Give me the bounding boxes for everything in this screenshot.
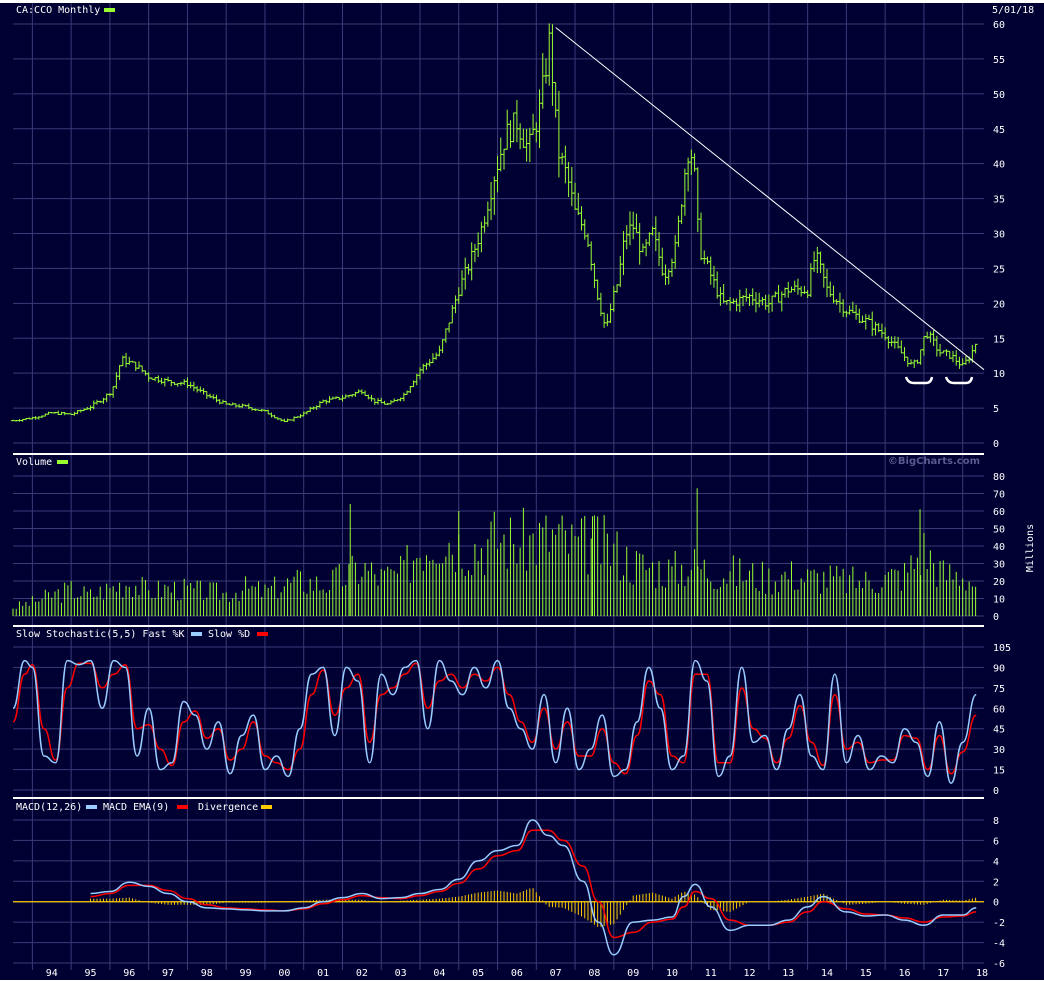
volume-bars	[12, 488, 977, 616]
macd-ema-legend-swatch	[177, 805, 188, 809]
y-tick-label: -6	[993, 959, 1005, 970]
watermark: ©BigCharts.com	[888, 456, 980, 467]
y-tick-label: 5	[993, 404, 999, 415]
right-axis-strip	[984, 3, 1044, 980]
x-tick-label: 99	[240, 968, 252, 979]
y-tick-label: 10	[993, 369, 1005, 380]
low-bracket-2017	[944, 376, 974, 385]
symbol-label: CA:CCO Monthly	[16, 5, 100, 16]
x-tick-label: 00	[278, 968, 290, 979]
axis-tick-labels: 94 95 96 97 98 99 00 01 02 03 04 05 06 07 08 09 10 11 12 13…	[46, 20, 1011, 979]
macd-line	[90, 819, 977, 956]
y-tick-label: 60	[993, 704, 1005, 715]
x-tick-label: 04	[433, 968, 445, 979]
volume-ylabel: Millions	[1025, 524, 1036, 572]
stoch-legend-label: Slow Stochastic(5,5) Fast %K	[16, 629, 185, 640]
y-tick-label: 2	[993, 877, 999, 888]
y-tick-label: -4	[993, 939, 1005, 950]
y-tick-label: 30	[993, 560, 1005, 571]
y-tick-label: 45	[993, 125, 1005, 136]
volume-legend-label: Volume	[16, 457, 52, 468]
y-tick-label: 75	[993, 684, 1005, 695]
y-tick-label: 25	[993, 264, 1005, 275]
y-tick-label: 6	[993, 836, 999, 847]
x-tick-label: 95	[85, 968, 97, 979]
y-tick-label: 0	[993, 612, 999, 623]
x-tick-label: 94	[46, 968, 58, 979]
divergence-legend-swatch	[261, 805, 272, 809]
y-tick-label: 0	[993, 786, 999, 797]
y-tick-label: 15	[993, 334, 1005, 345]
y-tick-label: 30	[993, 745, 1005, 756]
x-tick-label: 07	[550, 968, 562, 979]
x-tick-label: 96	[123, 968, 135, 979]
stochastic-panel	[13, 627, 984, 797]
x-tick-label: 98	[201, 968, 213, 979]
x-tick-label: 97	[162, 968, 174, 979]
x-tick-label: 17	[937, 968, 949, 979]
slowd-legend-label: Slow %D	[208, 629, 250, 640]
x-tick-label: 01	[317, 968, 329, 979]
volume-legend-swatch	[57, 460, 68, 464]
x-tick-label: 11	[705, 968, 717, 979]
macd-lines	[13, 819, 984, 956]
y-tick-label: 50	[993, 525, 1005, 536]
macd-legend-label: MACD(12,26)	[16, 802, 82, 813]
gridlines	[13, 3, 984, 970]
chart-date: 5/01/18	[992, 5, 1034, 16]
x-tick-label: 08	[588, 968, 600, 979]
x-tick-label: 12	[743, 968, 755, 979]
x-tick-label: 16	[899, 968, 911, 979]
y-tick-label: 0	[993, 439, 999, 450]
price-panel	[13, 3, 984, 453]
y-tick-label: 45	[993, 725, 1005, 736]
y-tick-label: 20	[993, 577, 1005, 588]
price-trendline	[555, 27, 985, 371]
y-tick-label: 90	[993, 663, 1005, 674]
y-tick-label: 70	[993, 490, 1005, 501]
x-tick-label: 18	[976, 968, 988, 979]
y-tick-label: 10	[993, 595, 1005, 606]
y-tick-label: 50	[993, 90, 1005, 101]
x-tick-label: 05	[472, 968, 484, 979]
y-tick-label: 60	[993, 20, 1005, 31]
stochastic-lines	[12, 659, 977, 784]
x-tick-label: 09	[627, 968, 639, 979]
y-tick-label: 80	[993, 472, 1005, 483]
y-tick-label: 30	[993, 230, 1005, 241]
y-tick-label: 40	[993, 160, 1005, 171]
x-tick-label: 06	[511, 968, 523, 979]
y-tick-label: 4	[993, 857, 999, 868]
y-tick-label: 40	[993, 542, 1005, 553]
y-tick-label: 20	[993, 299, 1005, 310]
slowd-legend-swatch	[257, 632, 268, 636]
y-tick-label: 55	[993, 55, 1005, 66]
low-bracket-2016	[904, 376, 934, 385]
y-tick-label: 105	[993, 643, 1011, 654]
y-tick-label: -2	[993, 918, 1005, 929]
price-ohlc-bars	[11, 23, 978, 423]
macd-panel	[13, 799, 984, 980]
y-tick-label: 60	[993, 507, 1005, 518]
x-tick-label: 10	[666, 968, 678, 979]
fastk-legend-swatch	[191, 632, 202, 636]
x-tick-label: 15	[860, 968, 872, 979]
price-legend-swatch	[104, 8, 115, 12]
y-tick-label: 35	[993, 195, 1005, 206]
left-strip	[0, 3, 13, 980]
x-tick-label: 13	[782, 968, 794, 979]
y-tick-label: 15	[993, 766, 1005, 777]
macd-ema-legend-label: MACD EMA(9)	[103, 802, 169, 813]
x-tick-label: 03	[395, 968, 407, 979]
x-tick-label: 14	[821, 968, 833, 979]
divergence-legend-label: Divergence	[198, 802, 258, 813]
x-tick-label: 02	[356, 968, 368, 979]
macd-legend-swatch	[86, 805, 97, 809]
y-tick-label: 0	[993, 898, 999, 909]
y-tick-label: 8	[993, 816, 999, 827]
fast-k-line	[12, 659, 977, 784]
macd-ema-line	[90, 829, 977, 939]
